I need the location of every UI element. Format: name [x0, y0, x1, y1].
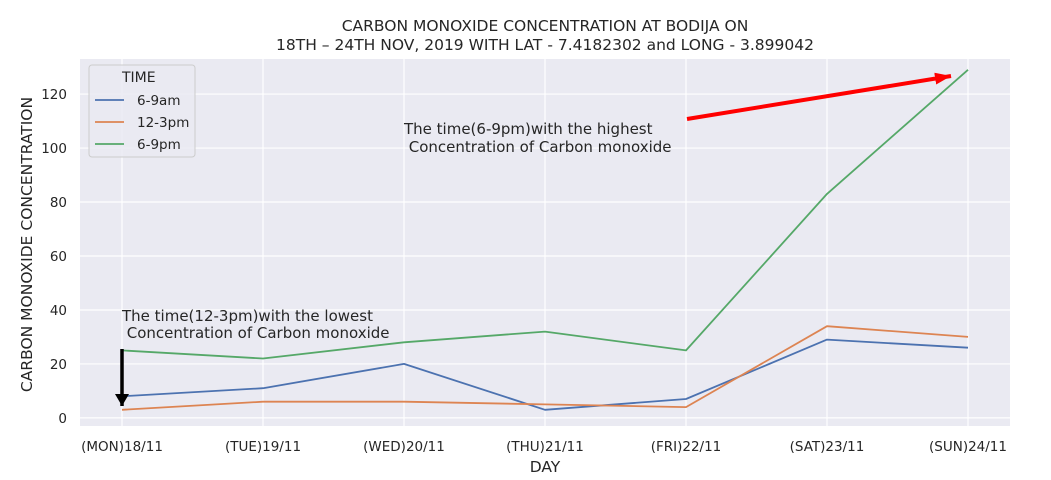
series-lines — [121, 69, 969, 411]
series-line-6-9am — [121, 338, 969, 411]
legend-label-12-3pm: 12-3pm — [137, 115, 189, 131]
legend-label-6-9am: 6-9am — [137, 93, 180, 109]
tick-labels: 0 20 40 60 80 100 120 (MON)18/11 (TUE)19/11 (WED)… — [41, 87, 1007, 455]
x-tick-label: (TUE)19/11 — [225, 439, 301, 455]
x-tick-label: (SAT)23/11 — [790, 439, 865, 455]
y-tick-label: 120 — [41, 87, 67, 103]
legend: TIME 6-9am 12-3pm 6-9pm — [88, 64, 196, 158]
annotation-highest-line-2: Concentration of Carbon monoxide — [404, 138, 672, 156]
series-line-6-9pm — [121, 69, 969, 360]
annotation-lowest: The time(12-3pm)with the lowest Concentr… — [115, 307, 390, 406]
legend-box — [88, 64, 196, 158]
series-line-12-3pm — [121, 325, 969, 411]
annotation-highest-line-1: The time(6-9pm)with the highest — [403, 120, 653, 138]
chart-title-line-1: CARBON MONOXIDE CONCENTRATION AT BODIJA … — [342, 17, 749, 35]
annotation-highest: The time(6-9pm)with the highest Concentr… — [403, 72, 952, 156]
x-tick-label: (THU)21/11 — [506, 439, 584, 455]
annotation-lowest-line-2: Concentration of Carbon monoxide — [122, 324, 390, 342]
x-tick-label: (SUN)24/11 — [929, 439, 1007, 455]
y-axis-label: CARBON MONOXIDE CONCENTRATION — [18, 97, 36, 392]
annotation-highest-arrow — [686, 72, 952, 121]
x-axis-label: DAY — [530, 458, 561, 476]
legend-label-6-9pm: 6-9pm — [137, 137, 181, 153]
y-tick-label: 100 — [41, 141, 67, 157]
annotation-lowest-line-1: The time(12-3pm)with the lowest — [121, 307, 373, 325]
legend-title: TIME — [121, 70, 156, 86]
annotations: The time(6-9pm)with the highest Concentr… — [115, 72, 952, 406]
x-tick-label: (WED)20/11 — [363, 439, 445, 455]
y-tick-label: 20 — [50, 357, 67, 373]
y-tick-label: 40 — [50, 303, 67, 319]
y-tick-label: 80 — [50, 195, 67, 211]
chart-title-line-2: 18TH – 24TH NOV, 2019 WITH LAT - 7.41823… — [276, 36, 814, 54]
x-tick-label: (FRI)22/11 — [651, 439, 722, 455]
x-tick-label: (MON)18/11 — [81, 439, 163, 455]
y-tick-label: 60 — [50, 249, 67, 265]
y-tick-label: 0 — [58, 411, 67, 427]
